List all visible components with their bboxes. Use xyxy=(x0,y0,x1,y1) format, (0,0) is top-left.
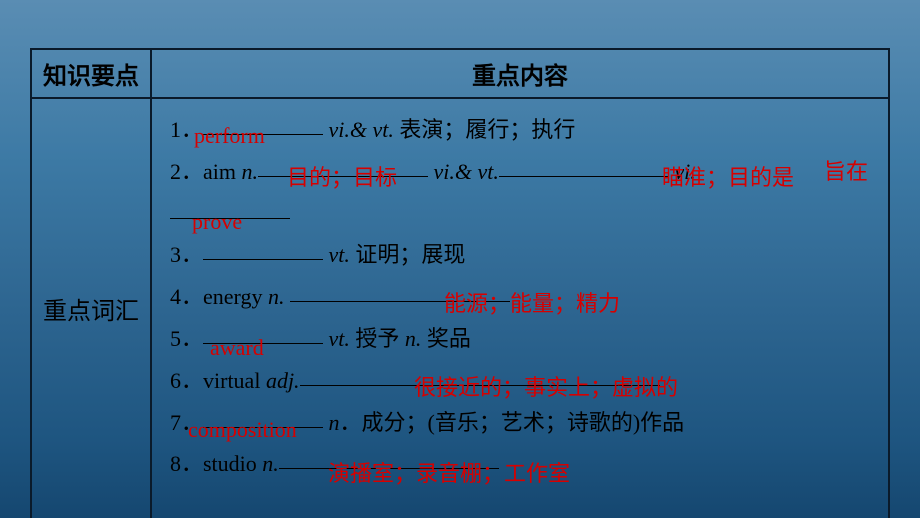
def-5a: 授予 xyxy=(350,326,405,351)
def-1: 表演；履行；执行 xyxy=(394,117,576,142)
pos-6: adj. xyxy=(266,368,300,393)
annotation: award xyxy=(210,327,264,369)
annotation: 能源；能量；精力 xyxy=(444,283,620,325)
def-7: ．成分；(音乐；艺术；诗歌的)作品 xyxy=(340,410,685,435)
num-5: 5． xyxy=(170,326,203,351)
def-5b: 奖品 xyxy=(421,326,471,351)
annotation: composition xyxy=(188,409,297,451)
annotation: 瞄准；目的是 xyxy=(662,157,794,199)
annotation: 旨在 xyxy=(824,151,868,193)
pos-2b: vi.& vt. xyxy=(434,159,499,184)
pos-5: vt. xyxy=(329,326,350,351)
pos-5b: n. xyxy=(405,326,422,351)
category-label: 重点词汇 xyxy=(32,99,152,518)
vocab-table: 知识要点 重点内容 重点词汇 1． vi.& vt. 表演；履行；执行 2．ai… xyxy=(30,48,890,518)
pos-4: n. xyxy=(268,284,285,309)
header-col1: 知识要点 xyxy=(32,50,152,97)
content-cell: 1． vi.& vt. 表演；履行；执行 2．aim n. vi.& vt. v… xyxy=(152,99,888,518)
table-header-row: 知识要点 重点内容 xyxy=(32,50,888,99)
annotation: perform xyxy=(194,115,265,157)
blank xyxy=(499,155,669,177)
num-4: 4．energy xyxy=(170,284,268,309)
annotation: prove xyxy=(192,201,242,243)
annotation: 演播室；录音棚；工作室 xyxy=(328,453,570,495)
annotation: 很接近的；事实上；虚拟的 xyxy=(414,367,678,409)
table-body-row: 重点词汇 1． vi.& vt. 表演；履行；执行 2．aim n. vi.& … xyxy=(32,99,888,518)
item-2b xyxy=(170,193,870,235)
item-3: 3． vt. 证明；展现 xyxy=(170,234,870,276)
header-col2: 重点内容 xyxy=(152,50,888,97)
def-3: 证明；展现 xyxy=(350,242,466,267)
pos-2a: n. xyxy=(242,159,259,184)
pos-3: vt. xyxy=(329,242,350,267)
item-1: 1． vi.& vt. 表演；履行；执行 xyxy=(170,109,870,151)
num-8: 8．studio xyxy=(170,451,262,476)
num-2: 2．aim xyxy=(170,159,242,184)
num-6: 6．virtual xyxy=(170,368,266,393)
pos-8: n. xyxy=(262,451,279,476)
pos-7: n xyxy=(329,410,340,435)
num-3: 3． xyxy=(170,242,203,267)
annotation: 目的；目标 xyxy=(287,157,397,199)
pos-1: vi.& vt. xyxy=(329,117,394,142)
